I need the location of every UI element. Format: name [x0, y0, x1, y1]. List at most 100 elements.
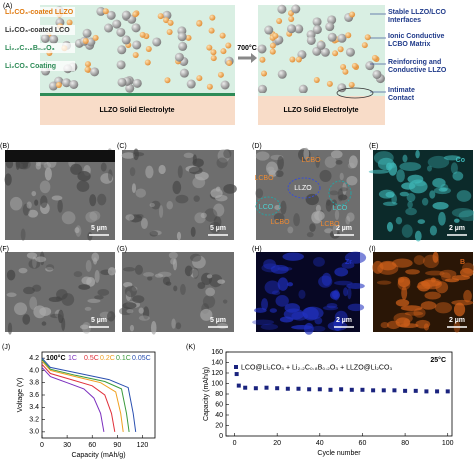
texture: [345, 215, 351, 225]
llzo-particle: [217, 71, 224, 78]
texture: [426, 165, 433, 172]
texture: [303, 147, 310, 160]
texture: [206, 274, 213, 279]
lco-particle: [48, 81, 58, 91]
texture: [44, 167, 52, 181]
texture: [347, 303, 365, 312]
texture: [192, 176, 206, 189]
lco-particle: [132, 78, 142, 88]
texture: [319, 169, 332, 182]
llzo-particle: [209, 14, 216, 21]
texture: [107, 267, 116, 276]
texture: [77, 170, 91, 182]
texture: [346, 175, 358, 186]
texture: [329, 290, 341, 300]
texture: [149, 202, 155, 208]
texture: [40, 195, 48, 209]
texture: [397, 276, 411, 288]
texture: [94, 270, 100, 283]
texture: [170, 258, 176, 265]
electrolyte-layer: [40, 95, 235, 125]
texture: [346, 212, 355, 222]
texture: [348, 155, 358, 169]
texture: [395, 299, 410, 307]
texture: [282, 252, 304, 261]
texture: [334, 267, 349, 277]
legend-entry: 0.5C: [84, 355, 99, 362]
lco-particle: [316, 40, 326, 50]
texture: [451, 275, 471, 281]
texture: [261, 298, 268, 311]
x-tick-label: 40: [316, 440, 324, 447]
left-label: Li₂CO₃-coated LLZO: [5, 9, 74, 16]
texture: [142, 272, 155, 277]
lco-particle: [96, 6, 106, 16]
texture: [255, 188, 264, 199]
texture: [147, 276, 153, 281]
texture: [216, 157, 228, 169]
texture: [435, 281, 449, 294]
lco-particle: [325, 22, 335, 32]
texture: [400, 305, 423, 311]
scale-label: 2 µm: [336, 225, 352, 232]
texture: [421, 197, 429, 206]
llzo-particle: [55, 81, 62, 88]
texture: [402, 154, 408, 163]
scale-label: 5 µm: [91, 317, 107, 324]
texture: [89, 194, 97, 207]
annotation: 25°C: [430, 356, 446, 364]
region-label: LCO: [333, 205, 348, 212]
llzo-particle: [84, 66, 91, 73]
llzo-particle: [342, 68, 349, 75]
texture: [429, 225, 438, 236]
scale-label: 2 µm: [336, 317, 352, 324]
capacity-point: [371, 388, 376, 393]
element-label: B: [460, 259, 465, 266]
texture: [168, 251, 178, 259]
texture: [80, 324, 89, 330]
texture: [342, 182, 347, 195]
panel-label: (J): [2, 344, 10, 351]
lco-particle: [112, 19, 122, 29]
left-label: Li₂.₂C₀.₈B₀.₂O₃: [5, 45, 55, 52]
x-axis-label: Capacity (mAh/g): [71, 452, 125, 459]
lco-particle: [277, 69, 287, 79]
texture: [382, 201, 398, 206]
lco-particle: [327, 15, 337, 25]
y-tick-label: 3.2: [29, 416, 39, 423]
x-tick-label: 0: [40, 442, 44, 449]
lco-particle: [117, 77, 127, 87]
llzo-particle: [361, 42, 368, 49]
texture: [81, 321, 92, 334]
texture: [34, 199, 39, 206]
texture: [372, 260, 384, 274]
texture: [335, 159, 343, 165]
lco-particle: [287, 24, 297, 34]
llzo-particle: [371, 54, 378, 61]
texture: [209, 221, 222, 234]
texture: [415, 319, 431, 329]
texture: [321, 272, 332, 286]
texture: [293, 213, 300, 227]
region-label: LCBO: [254, 175, 274, 182]
capacity-point: [234, 372, 239, 377]
llzo-particle: [351, 62, 358, 69]
capacity-point: [253, 386, 258, 391]
capacity-point: [243, 385, 248, 390]
texture: [9, 196, 23, 211]
legend-marker: [234, 365, 238, 369]
texture: [108, 169, 113, 182]
texture: [399, 162, 422, 171]
scale-label: 2 µm: [449, 225, 465, 232]
lco-particle: [86, 37, 96, 47]
texture: [87, 231, 93, 241]
panel-label: (E): [369, 143, 378, 150]
region-label: LCO: [259, 204, 274, 211]
texture: [396, 169, 405, 183]
llzo-particle: [145, 45, 152, 52]
texture: [284, 303, 300, 313]
texture: [133, 148, 139, 161]
y-tick-label: 3.6: [29, 392, 39, 399]
base-label: LLZO Solid Electrolyte: [283, 107, 358, 114]
